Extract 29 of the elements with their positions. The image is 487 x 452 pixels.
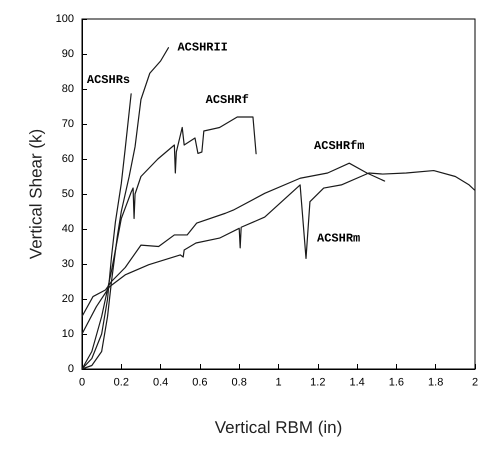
y-tick-label: 100 — [56, 13, 74, 25]
y-tick-label: 30 — [62, 258, 74, 270]
y-axis-title: Vertical Shear (k) — [26, 128, 46, 260]
series-label: ACSHRf — [206, 93, 249, 107]
x-tick-label: 1.4 — [349, 376, 365, 388]
series-label: ACSHRm — [317, 231, 360, 246]
x-tick-label: 0 — [78, 376, 86, 388]
x-tick-label: 0.4 — [152, 376, 168, 388]
y-tick-label: 20 — [62, 293, 74, 305]
y-tick-label: 50 — [62, 188, 74, 200]
y-tick-label: 40 — [62, 223, 74, 235]
y-tick-label: 0 — [68, 363, 74, 375]
x-tick-label: 1.6 — [388, 376, 404, 388]
x-tick-label: 1 — [275, 376, 282, 388]
x-tick-label: 1.2 — [310, 376, 326, 388]
x-tick-label: 0.6 — [192, 376, 208, 388]
y-tick-label: 60 — [62, 153, 74, 165]
series-label: ACSHRII — [177, 40, 228, 55]
x-axis-title: Vertical RBM (in) — [214, 418, 342, 437]
y-tick-label: 10 — [62, 328, 74, 340]
series-label: ACSHRfm — [314, 139, 364, 154]
x-tick-label: 0.2 — [114, 376, 129, 388]
x-tick-label: 2 — [472, 376, 478, 388]
series-label: ACSHRs — [86, 72, 130, 87]
y-tick-label: 80 — [62, 83, 74, 95]
y-tick-label: 70 — [62, 118, 74, 130]
x-tick-label: 0.8 — [232, 376, 247, 388]
x-tick-label: 1.8 — [428, 376, 444, 388]
y-tick-label: 90 — [62, 48, 74, 60]
